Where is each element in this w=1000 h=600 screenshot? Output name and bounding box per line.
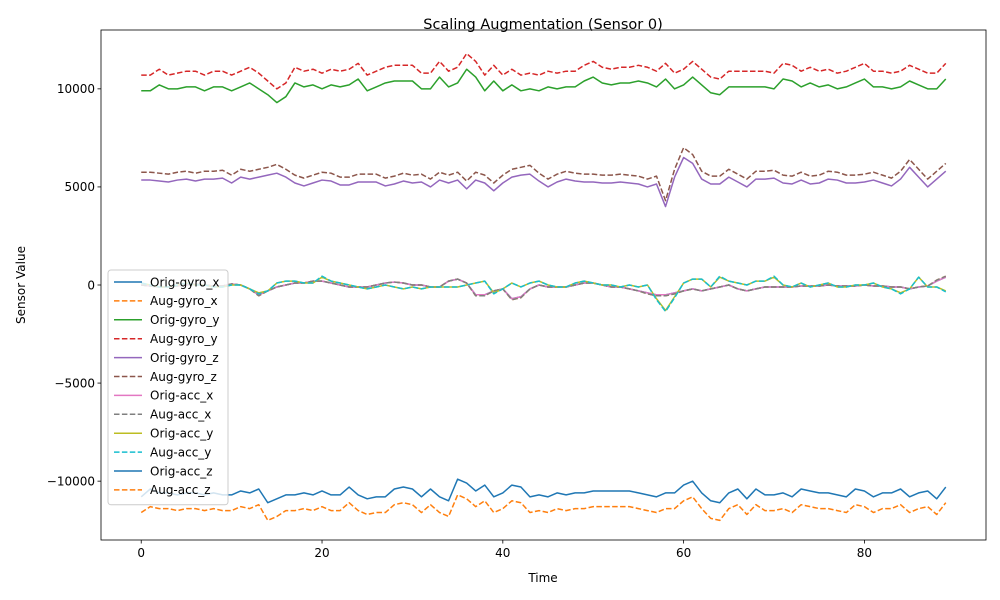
x-tick-label: 40 (495, 546, 510, 560)
y-tick-label: −5000 (54, 376, 95, 390)
y-axis-title: Sensor Value (14, 246, 28, 324)
x-tick-label: 80 (857, 546, 872, 560)
x-tick-label: 60 (676, 546, 691, 560)
legend-label-Orig-acc_x: Orig-acc_x (150, 389, 213, 403)
legend-label-Aug-gyro_x: Aug-gyro_x (150, 294, 218, 308)
series-line-Aug-gyro_z (141, 146, 947, 202)
y-tick-label: 5000 (64, 180, 95, 194)
legend-box (107, 269, 229, 506)
tick-layer: 0 20 40 60 80 −10000 −5000 0 5000 10000 (47, 82, 872, 560)
y-tick-label: 0 (87, 278, 95, 292)
series-line-Aug-gyro_y (141, 52, 947, 90)
x-axis-title: Time (527, 571, 557, 585)
y-tick-label: −10000 (47, 474, 95, 488)
legend: Orig-gyro_x Aug-gyro_x Orig-gyro_y Aug-gyro… (107, 269, 229, 506)
legend-label-Aug-acc_x: Aug-acc_x (150, 408, 211, 422)
legend-label-Orig-gyro_z: Orig-gyro_z (150, 351, 219, 365)
series-line-Orig-gyro_y (141, 68, 947, 104)
series-line-Orig-gyro_z (141, 156, 947, 208)
x-tick-label: 0 (137, 546, 145, 560)
legend-label-Aug-gyro_z: Aug-gyro_z (150, 370, 217, 384)
legend-label-Orig-gyro_y: Orig-gyro_y (150, 313, 220, 327)
series-layer (140, 52, 947, 522)
legend-label-Orig-acc_y: Orig-acc_y (150, 427, 213, 441)
plot-frame (100, 29, 987, 541)
legend-label-Orig-acc_z: Orig-acc_z (150, 464, 213, 478)
chart-title: Scaling Augmentation (Sensor 0) (423, 17, 662, 33)
series-line-Orig-acc_z (140, 478, 947, 504)
legend-label-Aug-gyro_y: Aug-gyro_y (150, 332, 218, 346)
legend-label-Aug-acc_z: Aug-acc_z (150, 483, 211, 497)
x-tick-label: 20 (314, 546, 329, 560)
series-line-Aug-acc_y (141, 275, 947, 313)
legend-label-Orig-gyro_x: Orig-gyro_x (150, 275, 220, 289)
series-line-Aug-acc_z (140, 494, 947, 522)
legend-label-Aug-acc_y: Aug-acc_y (150, 445, 211, 459)
y-tick-label: 10000 (57, 82, 95, 96)
